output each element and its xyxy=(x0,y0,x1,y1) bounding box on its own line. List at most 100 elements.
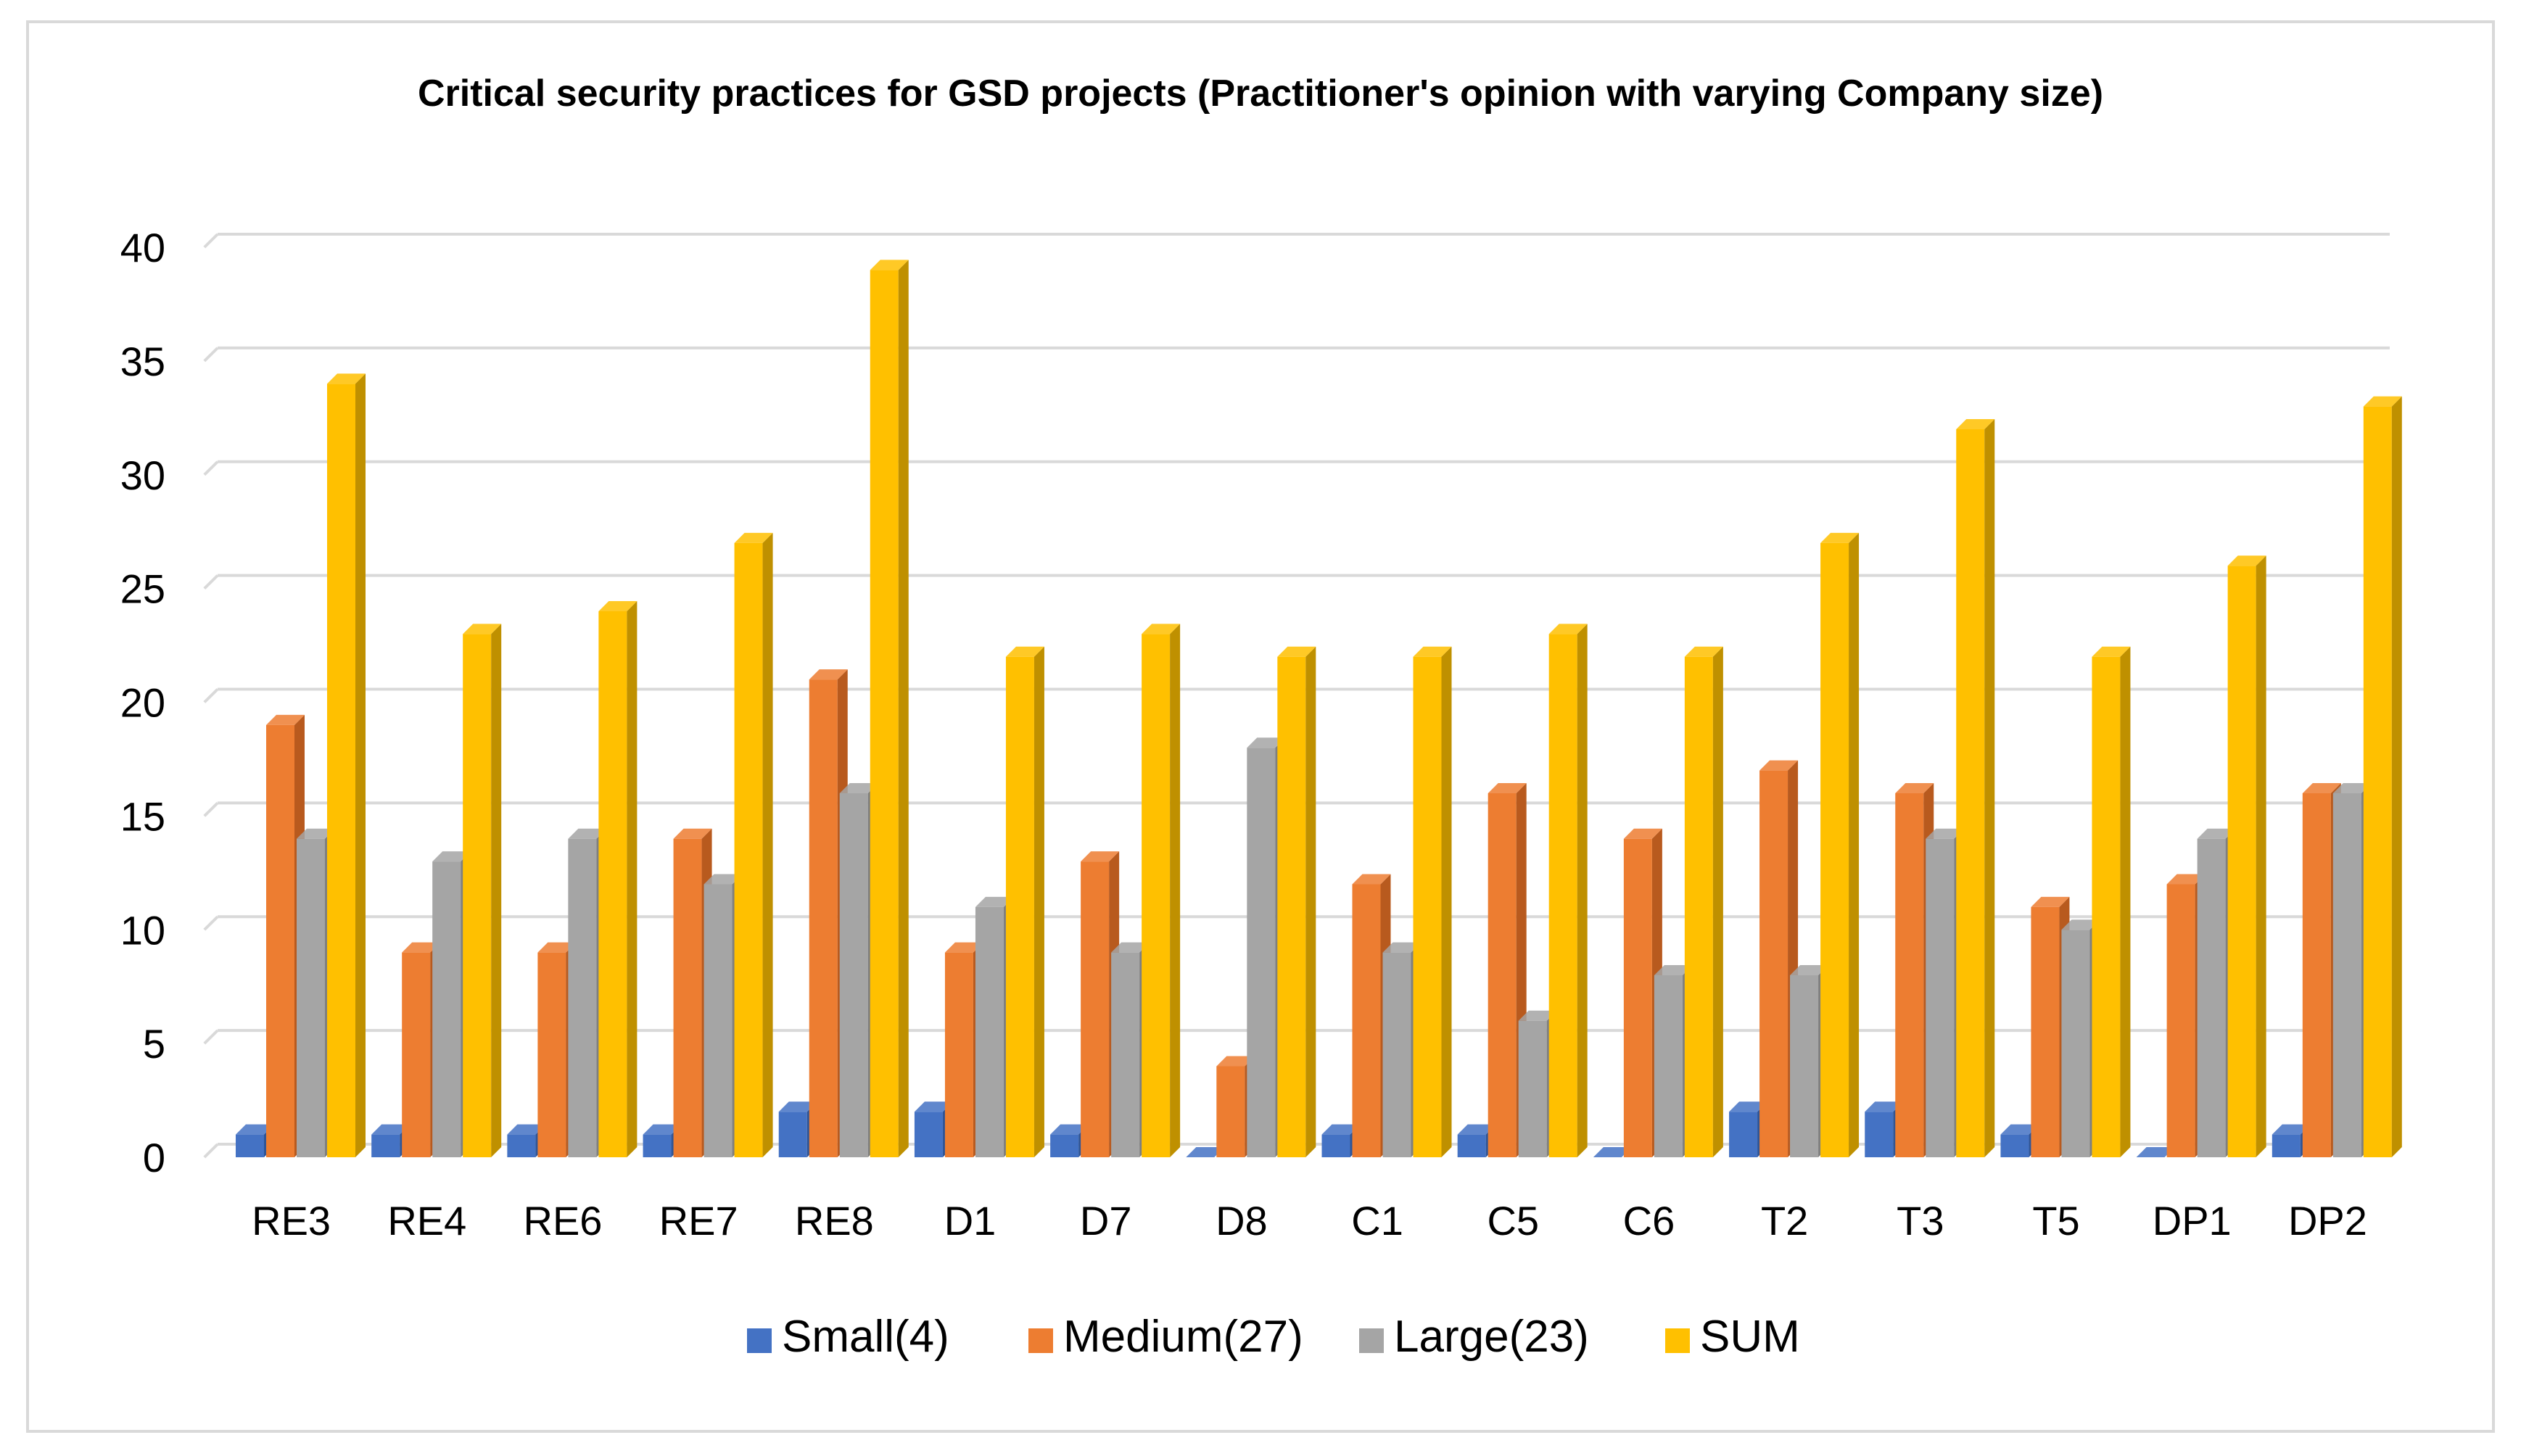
bar-front xyxy=(402,952,431,1157)
bar-front xyxy=(507,1134,536,1157)
bar-front xyxy=(2000,1134,2029,1157)
bar-top xyxy=(1413,646,1452,657)
bar-side xyxy=(1849,532,1860,1157)
bar-side xyxy=(898,260,909,1157)
bar-top xyxy=(975,896,1014,907)
bar-top xyxy=(870,260,909,270)
bar-front xyxy=(297,838,325,1157)
bar-top xyxy=(1005,646,1044,657)
bar-top xyxy=(1186,1147,1225,1157)
bar-sum-d8 xyxy=(1277,646,1316,1157)
bar-front xyxy=(266,724,294,1157)
gridline-depth xyxy=(203,915,219,931)
bar-top xyxy=(1518,1010,1557,1021)
bar-front xyxy=(1729,1112,1758,1157)
bar-side xyxy=(1170,624,1181,1157)
bar-medium-27--re3 xyxy=(266,714,305,1157)
bar-top xyxy=(1926,828,1965,839)
bar-sum-dp2 xyxy=(2363,396,2402,1157)
bar-front xyxy=(1820,542,1849,1157)
x-tick-label: T5 xyxy=(2032,1198,2079,1244)
x-tick-label: RE4 xyxy=(387,1198,466,1244)
bar-front xyxy=(1352,884,1381,1157)
bar-top xyxy=(1729,1101,1768,1112)
bar-front xyxy=(1926,838,1955,1157)
x-axis-tick-labels: RE3 RE4 RE6 RE7 RE8 D1 D7 D8 C1 C5 C6 T2 T3 T5 DP1 DP2 xyxy=(252,1198,2367,1244)
bar-sum-d7 xyxy=(1142,624,1181,1157)
legend-swatch xyxy=(1028,1328,1053,1353)
gridline-depth xyxy=(203,1029,219,1045)
x-tick-label: T3 xyxy=(1897,1198,1944,1244)
bar-top xyxy=(1488,783,1527,793)
bar-front xyxy=(1247,748,1276,1157)
bar-top xyxy=(507,1124,546,1135)
bar-top xyxy=(2197,828,2236,839)
bar-side xyxy=(1984,419,1995,1157)
bar-top xyxy=(1593,1147,1632,1157)
bar-side xyxy=(1441,646,1452,1157)
bar-top xyxy=(2363,396,2402,407)
gridline-depth xyxy=(203,688,219,703)
gridline-depth xyxy=(203,233,219,249)
bar-sum-t3 xyxy=(1956,419,1995,1157)
bar-top xyxy=(297,828,335,839)
bar-top xyxy=(2092,646,2131,657)
bar-front xyxy=(1759,770,1788,1157)
legend-label: SUM xyxy=(1700,1312,1800,1362)
bar-sum-re4 xyxy=(463,624,502,1157)
bar-top xyxy=(598,601,638,611)
bar-front xyxy=(568,838,597,1157)
bar-sum-t2 xyxy=(1820,532,1860,1157)
bar-front xyxy=(327,384,355,1157)
bar-sum-re6 xyxy=(598,601,638,1157)
bar-top xyxy=(778,1101,817,1112)
bar-sum-re7 xyxy=(734,532,773,1157)
legend-item: Small(4) xyxy=(747,1312,949,1362)
bars xyxy=(236,260,2402,1157)
bar-sum-c6 xyxy=(1684,646,1723,1157)
bar-front xyxy=(704,884,733,1157)
x-tick-label: C6 xyxy=(1623,1198,1675,1244)
bar-front xyxy=(2061,930,2090,1157)
bar-front xyxy=(2166,884,2195,1157)
bar-top xyxy=(734,532,773,543)
bar-sum-dp1 xyxy=(2227,555,2266,1157)
x-tick-label: C5 xyxy=(1487,1198,1539,1244)
gridline-depth xyxy=(203,460,219,476)
bar-sum-t5 xyxy=(2092,646,2131,1157)
bar-front xyxy=(1111,952,1140,1157)
bar-top xyxy=(1277,646,1316,657)
bar-sum-d1 xyxy=(1005,646,1044,1157)
bar-top xyxy=(1142,624,1181,634)
bar-sum-re3 xyxy=(327,373,366,1157)
gridline-depth xyxy=(203,801,219,817)
bar-front xyxy=(1518,1020,1547,1157)
bar-top xyxy=(371,1124,410,1135)
bar-top xyxy=(1111,942,1150,953)
bar-top xyxy=(1654,965,1693,975)
bar-top xyxy=(2227,555,2266,566)
bar-top xyxy=(537,942,577,953)
bar-side xyxy=(1712,646,1723,1157)
bar-top xyxy=(1759,760,1799,771)
bar-front xyxy=(463,634,492,1157)
bar-front xyxy=(236,1134,264,1157)
y-tick-label: 5 xyxy=(143,1021,165,1067)
chart-frame xyxy=(26,20,2495,1433)
bar-side xyxy=(491,624,502,1157)
gridline-depth xyxy=(203,1143,219,1159)
y-tick-label: 0 xyxy=(143,1135,165,1180)
bar-front xyxy=(870,270,899,1157)
bar-top xyxy=(2302,783,2341,793)
bar-top xyxy=(1895,783,1934,793)
bar-front xyxy=(2031,906,2060,1157)
gridline-depth xyxy=(203,574,219,590)
bar-front xyxy=(598,611,627,1157)
bar-side xyxy=(1305,646,1316,1157)
chart-title: Critical security practices for GSD proj… xyxy=(418,73,2103,115)
bar-side xyxy=(627,601,638,1157)
y-tick-label: 35 xyxy=(120,339,165,384)
bar-front xyxy=(1654,975,1683,1157)
legend-label: Small(4) xyxy=(782,1312,949,1362)
bar-top xyxy=(1321,1124,1361,1135)
